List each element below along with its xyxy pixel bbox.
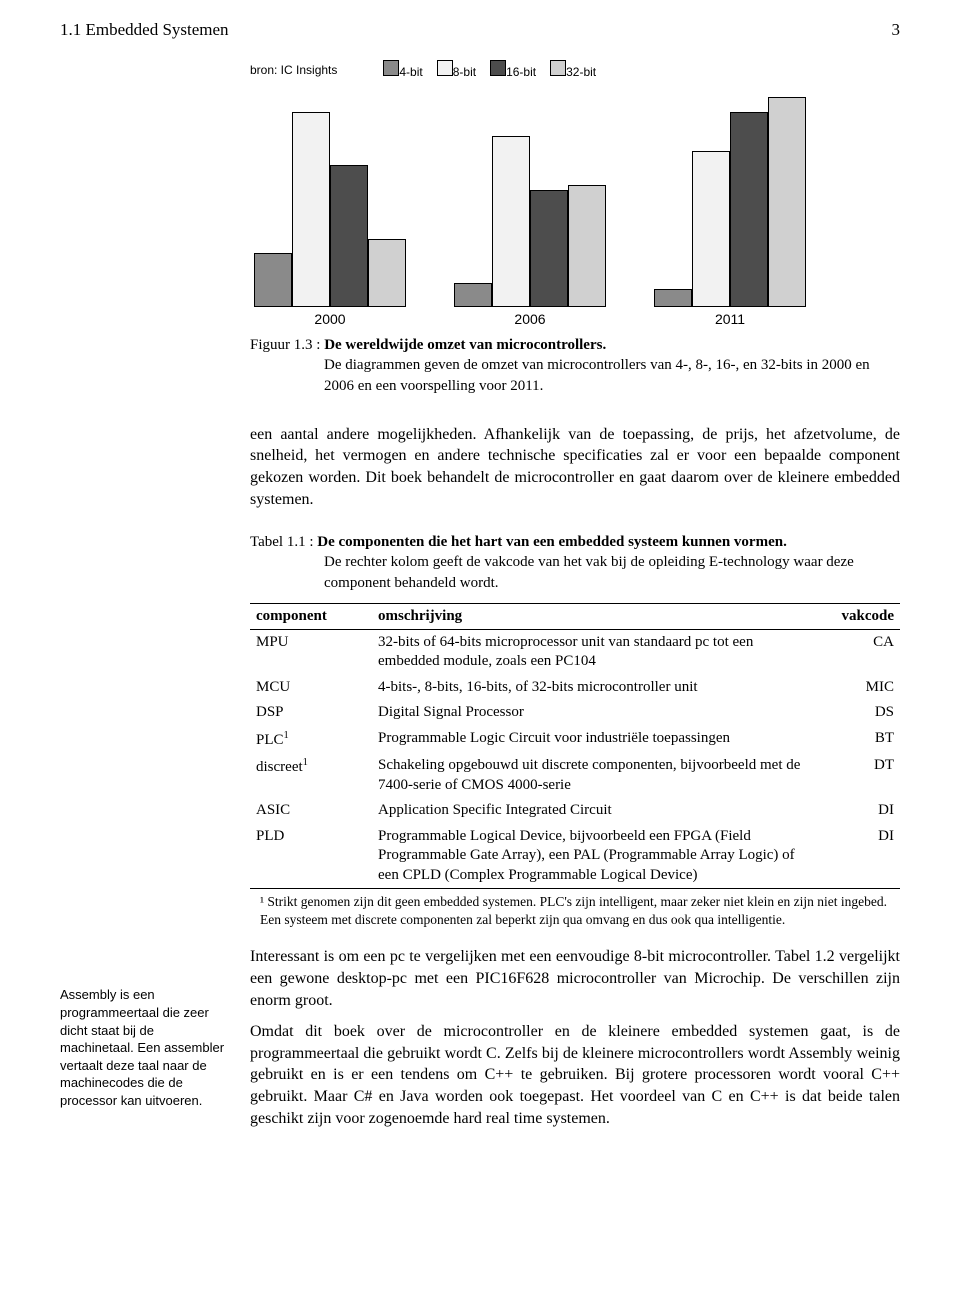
table-footnote: ¹ Strikt genomen zijn dit geen embedded … xyxy=(260,893,900,928)
bar xyxy=(730,112,768,307)
table-row: MCU4-bits-, 8-bits, 16-bits, of 32-bits … xyxy=(250,675,900,701)
xaxis-label: 2011 xyxy=(650,311,810,327)
figure-title: De wereldwijde omzet van microcontroller… xyxy=(324,337,606,353)
bar xyxy=(368,239,406,307)
figure-caption: Figuur 1.3 : De wereldwijde omzet van mi… xyxy=(250,335,900,396)
paragraph-3: Omdat dit boek over de microcontroller e… xyxy=(250,1021,900,1129)
table-header-row: component omschrijving vakcode xyxy=(250,603,900,629)
chart-legend: bron: IC Insights 4-bit 8-bit 16-bit 32-bit xyxy=(250,60,810,79)
bar xyxy=(492,136,530,307)
cell-omschrijving: Digital Signal Processor xyxy=(372,700,818,726)
bar xyxy=(768,97,806,307)
cell-vakcode: DT xyxy=(818,753,900,798)
legend-swatch xyxy=(383,60,399,76)
cell-component: MPU xyxy=(250,629,372,675)
cell-component: PLC1 xyxy=(250,726,372,754)
margin-note: Assembly is een programmeertaal die zeer… xyxy=(60,986,230,1109)
chart-source: bron: IC Insights xyxy=(250,63,337,77)
components-table: component omschrijving vakcode MPU32-bit… xyxy=(250,603,900,890)
cell-omschrijving: 4-bits-, 8-bits, 16-bits, of 32-bits mic… xyxy=(372,675,818,701)
cell-omschrijving: Application Specific Integrated Circuit xyxy=(372,798,818,824)
cell-vakcode: CA xyxy=(818,629,900,675)
cell-component: ASIC xyxy=(250,798,372,824)
page-header: 1.1 Embedded Systemen 3 xyxy=(60,20,900,40)
bar xyxy=(292,112,330,307)
table-caption: Tabel 1.1 : De componenten die het hart … xyxy=(250,532,900,593)
col-vakcode: vakcode xyxy=(818,603,900,629)
bar-chart: bron: IC Insights 4-bit 8-bit 16-bit 32-bit… xyxy=(250,60,810,327)
cell-vakcode: MIC xyxy=(818,675,900,701)
bar xyxy=(454,283,492,307)
bar-group xyxy=(650,97,810,307)
table-title: De componenten die het hart van een embe… xyxy=(317,534,787,550)
col-omschrijving: omschrijving xyxy=(372,603,818,629)
legend-swatch xyxy=(490,60,506,76)
legend-label: 16-bit xyxy=(506,65,536,79)
xaxis-label: 2006 xyxy=(450,311,610,327)
section-title: 1.1 Embedded Systemen xyxy=(60,20,229,40)
page-number: 3 xyxy=(892,20,901,40)
xaxis-label: 2000 xyxy=(250,311,410,327)
bar xyxy=(654,289,692,307)
bar-group xyxy=(450,136,610,307)
cell-component: MCU xyxy=(250,675,372,701)
cell-omschrijving: Programmable Logic Circuit voor industri… xyxy=(372,726,818,754)
table-row: DSPDigital Signal ProcessorDS xyxy=(250,700,900,726)
cell-vakcode: DI xyxy=(818,824,900,889)
bar-group xyxy=(250,112,410,307)
cell-component: DSP xyxy=(250,700,372,726)
figure-subtitle: De diagrammen geven de omzet van microco… xyxy=(324,355,900,396)
bar xyxy=(692,151,730,307)
bar xyxy=(568,185,606,307)
col-component: component xyxy=(250,603,372,629)
table-subtitle: De rechter kolom geeft de vakcode van he… xyxy=(324,552,900,593)
cell-component: PLD xyxy=(250,824,372,889)
cell-vakcode: DS xyxy=(818,700,900,726)
cell-omschrijving: 32-bits of 64-bits microprocessor unit v… xyxy=(372,629,818,675)
table-row: discreet1Schakeling opgebouwd uit discre… xyxy=(250,753,900,798)
paragraph-1: een aantal andere mogelijkheden. Afhanke… xyxy=(250,424,900,510)
legend-label: 8-bit xyxy=(453,65,476,79)
table-row: PLC1Programmable Logic Circuit voor indu… xyxy=(250,726,900,754)
cell-omschrijving: Programmable Logical Device, bijvoorbeel… xyxy=(372,824,818,889)
bar xyxy=(330,165,368,307)
cell-vakcode: DI xyxy=(818,798,900,824)
bar xyxy=(254,253,292,307)
legend-label: 32-bit xyxy=(566,65,596,79)
table-row: MPU32-bits of 64-bits microprocessor uni… xyxy=(250,629,900,675)
legend-label: 4-bit xyxy=(399,65,422,79)
bar xyxy=(530,190,568,307)
table-row: ASICApplication Specific Integrated Circ… xyxy=(250,798,900,824)
table-label: Tabel 1.1 : xyxy=(250,534,314,550)
figure-label: Figuur 1.3 : xyxy=(250,337,320,353)
cell-omschrijving: Schakeling opgebouwd uit discrete compon… xyxy=(372,753,818,798)
legend-swatch xyxy=(550,60,566,76)
cell-vakcode: BT xyxy=(818,726,900,754)
cell-component: discreet1 xyxy=(250,753,372,798)
table-row: PLDProgrammable Logical Device, bijvoorb… xyxy=(250,824,900,889)
paragraph-2: Interessant is om een pc te vergelijken … xyxy=(250,946,900,1011)
legend-swatch xyxy=(437,60,453,76)
